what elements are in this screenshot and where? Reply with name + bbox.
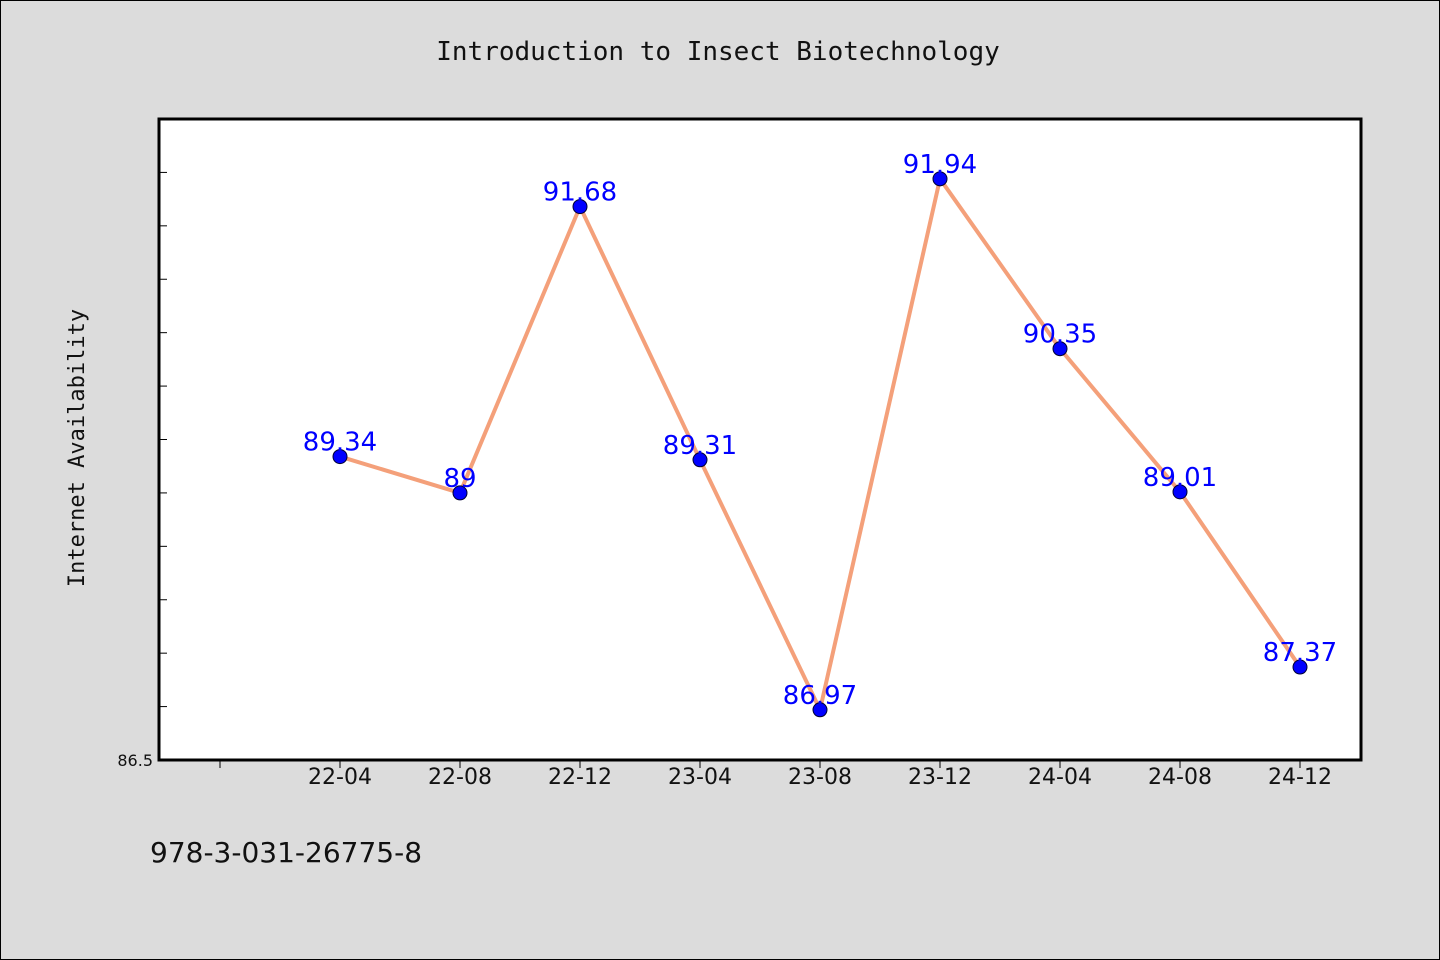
y-tick-label: 86.5	[117, 751, 153, 770]
x-tick-label: 22-12	[548, 765, 612, 790]
data-label: 89.01	[1143, 463, 1217, 493]
data-point	[572, 199, 588, 215]
data-label: 91.94	[903, 150, 977, 180]
data-label: 91.68	[543, 178, 617, 208]
x-tick-label: 22-04	[308, 765, 372, 790]
data-label: 89.31	[663, 431, 737, 461]
data-label: 89	[443, 464, 476, 494]
x-tick-label: 23-08	[788, 765, 852, 790]
x-tick-label: 24-08	[1148, 765, 1212, 790]
data-point	[932, 171, 948, 187]
x-tick-label: 23-12	[908, 765, 972, 790]
data-point	[332, 449, 348, 465]
data-point	[1172, 484, 1188, 500]
data-markers	[332, 171, 1308, 718]
x-tick-label: 24-04	[1028, 765, 1092, 790]
data-point	[1292, 659, 1308, 675]
chart-title: Introduction to Insect Biotechnology	[436, 37, 1000, 67]
data-label: 89.34	[303, 428, 377, 458]
y-axis-label: Internet Availability	[65, 309, 90, 587]
data-label: 86.97	[783, 681, 857, 711]
x-tick-label: 22-08	[428, 765, 492, 790]
data-label: 90.35	[1023, 320, 1097, 350]
x-tick-label: 23-04	[668, 765, 732, 790]
data-point	[812, 702, 828, 718]
x-tick-label: 24-12	[1268, 765, 1332, 790]
data-point	[1052, 341, 1068, 357]
data-label: 87.37	[1263, 638, 1337, 668]
isbn-footer: 978-3-031-26775-8	[150, 836, 422, 869]
data-point	[452, 485, 468, 501]
plot-area	[157, 117, 1363, 762]
x-axis-ticks: 22-04 22-08 22-12 23-04 23-08 23-12 24-04 24-08…	[219, 760, 1332, 790]
data-labels: 89.34 89 91.68 89.31 86.97 91.94 90.35 89.01 87.…	[303, 150, 1337, 711]
y-axis-ticks: 86.5	[117, 171, 167, 770]
data-point	[692, 452, 708, 468]
